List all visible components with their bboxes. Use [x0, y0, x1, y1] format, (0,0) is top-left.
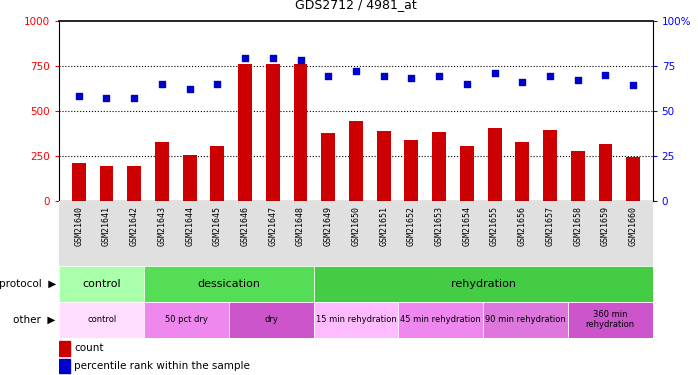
Text: protocol  ▶: protocol ▶	[0, 279, 56, 289]
Point	[544, 74, 556, 80]
Text: GSM21641: GSM21641	[102, 206, 111, 246]
Bar	[155, 142, 169, 201]
Bar	[515, 142, 529, 201]
Point	[128, 95, 140, 101]
Text: GSM21653: GSM21653	[435, 206, 444, 246]
Text: percentile rank within the sample: percentile rank within the sample	[74, 361, 250, 371]
Text: GSM21647: GSM21647	[268, 206, 277, 246]
Bar	[59, 341, 70, 356]
Bar	[349, 122, 363, 201]
Text: rehydration: rehydration	[451, 279, 516, 289]
Bar	[210, 146, 224, 201]
Point	[572, 77, 584, 83]
Bar	[266, 64, 280, 201]
Point	[267, 56, 279, 62]
Text: GSM21657: GSM21657	[546, 206, 554, 246]
Text: GSM21652: GSM21652	[407, 206, 416, 246]
Point	[295, 57, 306, 63]
Text: GDS2712 / 4981_at: GDS2712 / 4981_at	[295, 0, 417, 11]
Text: GSM21643: GSM21643	[158, 206, 166, 246]
Point	[461, 81, 473, 87]
Text: GSM21642: GSM21642	[130, 206, 139, 246]
Point	[350, 68, 362, 74]
Bar	[488, 128, 502, 201]
Point	[378, 74, 389, 80]
Point	[184, 86, 195, 92]
Text: GSM21644: GSM21644	[185, 206, 194, 246]
Text: GSM21660: GSM21660	[629, 206, 638, 246]
Point	[433, 74, 445, 80]
Text: GSM21645: GSM21645	[213, 206, 222, 246]
Text: control: control	[87, 315, 117, 324]
Bar	[571, 151, 585, 201]
Bar	[294, 64, 307, 201]
Point	[406, 75, 417, 81]
Bar	[144, 266, 313, 302]
Bar	[100, 165, 113, 201]
Text: GSM21654: GSM21654	[462, 206, 471, 246]
Point	[211, 81, 223, 87]
Text: 45 min rehydration: 45 min rehydration	[401, 315, 481, 324]
Bar	[127, 165, 141, 201]
Text: dry: dry	[265, 315, 279, 324]
Point	[101, 95, 112, 101]
Bar	[313, 302, 399, 338]
Point	[239, 56, 251, 62]
Text: count: count	[74, 344, 104, 353]
Text: GSM21658: GSM21658	[573, 206, 582, 246]
Text: GSM21646: GSM21646	[241, 206, 250, 246]
Point	[489, 70, 500, 76]
Bar	[144, 302, 229, 338]
Bar	[229, 302, 313, 338]
Text: GSM21649: GSM21649	[324, 206, 333, 246]
Point	[600, 72, 611, 78]
Point	[73, 93, 84, 99]
Text: GSM21640: GSM21640	[74, 206, 83, 246]
Bar	[59, 266, 144, 302]
Point	[322, 74, 334, 80]
Bar	[543, 130, 557, 201]
Bar	[313, 266, 653, 302]
Bar	[568, 302, 653, 338]
Text: 50 pct dry: 50 pct dry	[165, 315, 208, 324]
Text: dessication: dessication	[198, 279, 260, 289]
Point	[156, 81, 168, 87]
Text: GSM21651: GSM21651	[379, 206, 388, 246]
Text: other  ▶: other ▶	[13, 315, 56, 325]
Bar	[483, 302, 568, 338]
Bar	[59, 302, 144, 338]
Point	[517, 79, 528, 85]
Bar	[377, 131, 391, 201]
Point	[628, 82, 639, 88]
Bar	[405, 140, 418, 201]
Bar	[432, 132, 446, 201]
Bar	[626, 156, 640, 201]
Bar	[72, 163, 86, 201]
Bar	[460, 146, 474, 201]
Text: 360 min
rehydration: 360 min rehydration	[586, 310, 634, 329]
Bar	[321, 133, 335, 201]
Text: GSM21650: GSM21650	[352, 206, 360, 246]
Text: control: control	[82, 279, 121, 289]
Bar	[59, 359, 70, 373]
Bar	[599, 144, 612, 201]
Bar	[183, 155, 197, 201]
Text: 15 min rehydration: 15 min rehydration	[315, 315, 396, 324]
Text: GSM21655: GSM21655	[490, 206, 499, 246]
Text: GSM21656: GSM21656	[518, 206, 527, 246]
Text: 90 min rehydration: 90 min rehydration	[485, 315, 566, 324]
Text: GSM21648: GSM21648	[296, 206, 305, 246]
Bar	[238, 64, 252, 201]
Text: GSM21659: GSM21659	[601, 206, 610, 246]
Bar	[399, 302, 483, 338]
